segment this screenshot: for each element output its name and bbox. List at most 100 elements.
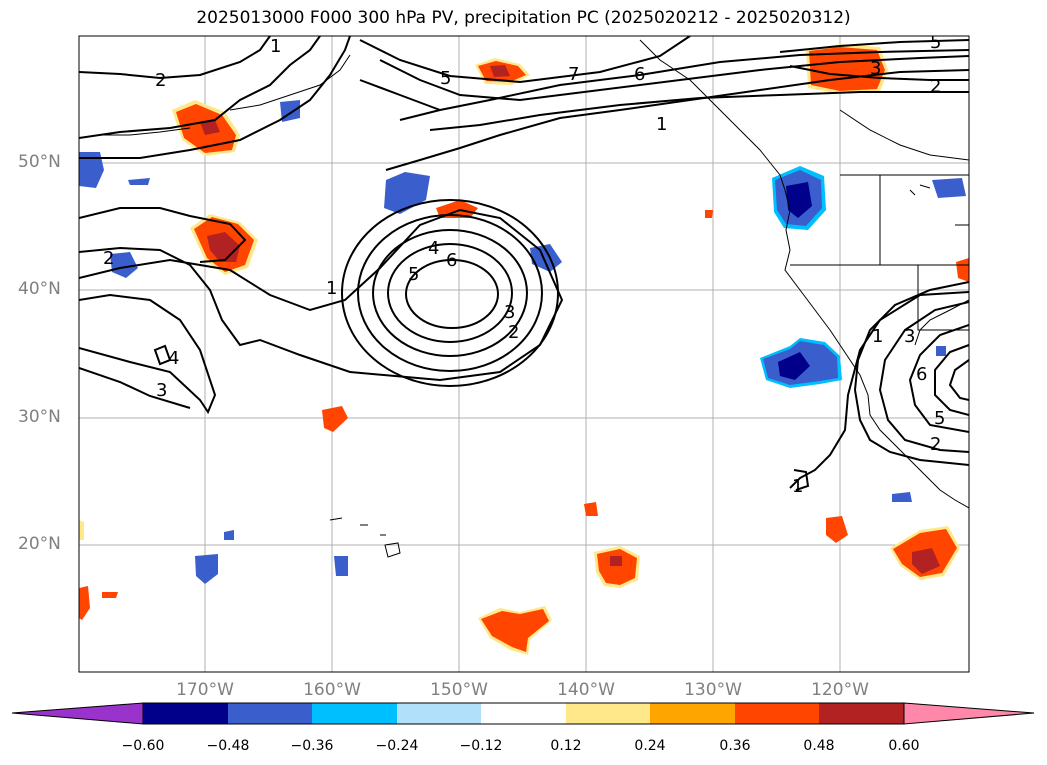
pv-contour xyxy=(908,324,969,433)
colorbar xyxy=(11,702,1035,725)
pv-contour xyxy=(405,259,499,329)
precip-blob xyxy=(892,492,912,502)
pv-contour xyxy=(789,291,969,489)
contour-label: 6 xyxy=(446,250,457,271)
precip-blob xyxy=(778,352,810,380)
lon-label-170w: 170°W xyxy=(176,680,234,700)
colorbar-segment xyxy=(650,703,735,724)
contour-label: 5 xyxy=(408,264,419,285)
pv-contour xyxy=(399,49,969,121)
pv-contour xyxy=(878,301,969,453)
lon-label-130w: 130°W xyxy=(684,680,742,700)
precip-blob xyxy=(79,586,90,620)
precip-blob xyxy=(200,120,220,135)
pv-contour xyxy=(853,281,969,466)
colorbar-extend-high xyxy=(903,702,1035,725)
contour-label: 1 xyxy=(656,114,667,135)
contour-label: 1 xyxy=(792,476,803,497)
colorbar-segment xyxy=(143,703,228,724)
precip-blob xyxy=(481,609,549,652)
colorbar-tick: 0.48 xyxy=(803,738,835,754)
contour-label: 2 xyxy=(103,248,114,269)
pv-contour xyxy=(372,229,528,357)
pv-contour xyxy=(934,344,969,416)
contour-label: 5 xyxy=(930,32,941,53)
pv-contour xyxy=(793,469,810,491)
gridlines xyxy=(79,36,969,672)
pv-contour xyxy=(789,65,969,81)
colorbar-tick: −0.60 xyxy=(121,738,165,754)
precip-blob xyxy=(786,182,812,218)
pv-contour xyxy=(79,36,271,80)
lon-label-120w: 120°W xyxy=(811,680,869,700)
pv-contour xyxy=(357,214,543,372)
pv-contour xyxy=(429,91,969,131)
contour-label: 1 xyxy=(872,326,883,347)
pv-contour xyxy=(153,344,172,366)
contour-label: 6 xyxy=(916,364,927,385)
precip-blob xyxy=(932,178,966,198)
lat-label-20n: 20°N xyxy=(18,534,61,554)
colorbar-tick: −0.48 xyxy=(206,738,250,754)
lat-label-40n: 40°N xyxy=(18,279,61,299)
precip-blob xyxy=(597,549,637,585)
precip-blob xyxy=(436,200,478,218)
pv-contour xyxy=(79,36,321,139)
contour-label: 1 xyxy=(270,36,281,57)
colorbar-segment xyxy=(819,703,904,724)
colorbar-tick: 0.12 xyxy=(550,738,582,754)
contour-label: 2 xyxy=(930,434,941,455)
precip-blob xyxy=(79,152,104,188)
pv-contour xyxy=(79,367,191,409)
colorbar-tick: −0.12 xyxy=(459,738,503,754)
precip-blob xyxy=(102,592,118,598)
colorbar-segment xyxy=(566,703,650,724)
lon-label-140w: 140°W xyxy=(557,680,615,700)
contour-label: 7 xyxy=(568,64,579,85)
colorbar-tick: 0.60 xyxy=(888,738,920,754)
pv-contour xyxy=(385,69,969,171)
contour-labels: 2 1 5 7 6 1 3 2 5 2 1 4 6 5 3 2 4 3 1 3 … xyxy=(103,32,945,497)
colorbar-segment xyxy=(312,703,397,724)
contour-label: 6 xyxy=(634,64,645,85)
pv-contours xyxy=(79,36,969,491)
lat-label-50n: 50°N xyxy=(18,152,61,172)
precip-blob xyxy=(705,210,713,218)
contour-label: 3 xyxy=(904,326,915,347)
colorbar-segment xyxy=(481,703,566,724)
pv-contour xyxy=(79,207,247,263)
precip-blob xyxy=(956,258,969,282)
lat-label-30n: 30°N xyxy=(18,407,61,427)
colorbar-tick: 0.24 xyxy=(634,738,666,754)
contour-label: 5 xyxy=(440,68,451,89)
precip-blob xyxy=(912,548,940,574)
contour-label: 1 xyxy=(326,278,337,299)
colorbar-tick: −0.36 xyxy=(290,738,334,754)
map-title: 2025013000 F000 300 hPa PV, precipitatio… xyxy=(196,8,851,28)
map-plot: 2 1 5 7 6 1 3 2 5 2 1 4 6 5 3 2 4 3 1 3 … xyxy=(78,32,970,673)
precip-blob xyxy=(224,530,234,540)
colorbar-tick: −0.24 xyxy=(375,738,419,754)
contour-label: 2 xyxy=(508,322,519,343)
contour-label: 3 xyxy=(156,380,167,401)
precip-blob xyxy=(322,406,348,432)
precip-negative xyxy=(79,100,966,584)
precip-blob xyxy=(826,516,848,543)
pv-contour xyxy=(779,39,969,53)
pv-contour xyxy=(387,243,513,343)
precip-blob xyxy=(936,346,946,356)
lon-label-160w: 160°W xyxy=(303,680,361,700)
pv-contour xyxy=(79,293,217,415)
contour-label: 4 xyxy=(168,348,179,369)
precip-blob xyxy=(584,502,598,516)
pv-contour xyxy=(359,36,691,84)
colorbar-segment xyxy=(228,703,312,724)
pv-contour xyxy=(948,359,969,401)
colorbar-extend-low xyxy=(11,702,144,725)
contour-label: 2 xyxy=(155,70,166,91)
precip-blob xyxy=(490,65,510,77)
contour-label: 3 xyxy=(870,58,881,79)
colorbar-segment xyxy=(735,703,819,724)
coastlines xyxy=(100,39,969,558)
lon-label-150w: 150°W xyxy=(430,680,488,700)
